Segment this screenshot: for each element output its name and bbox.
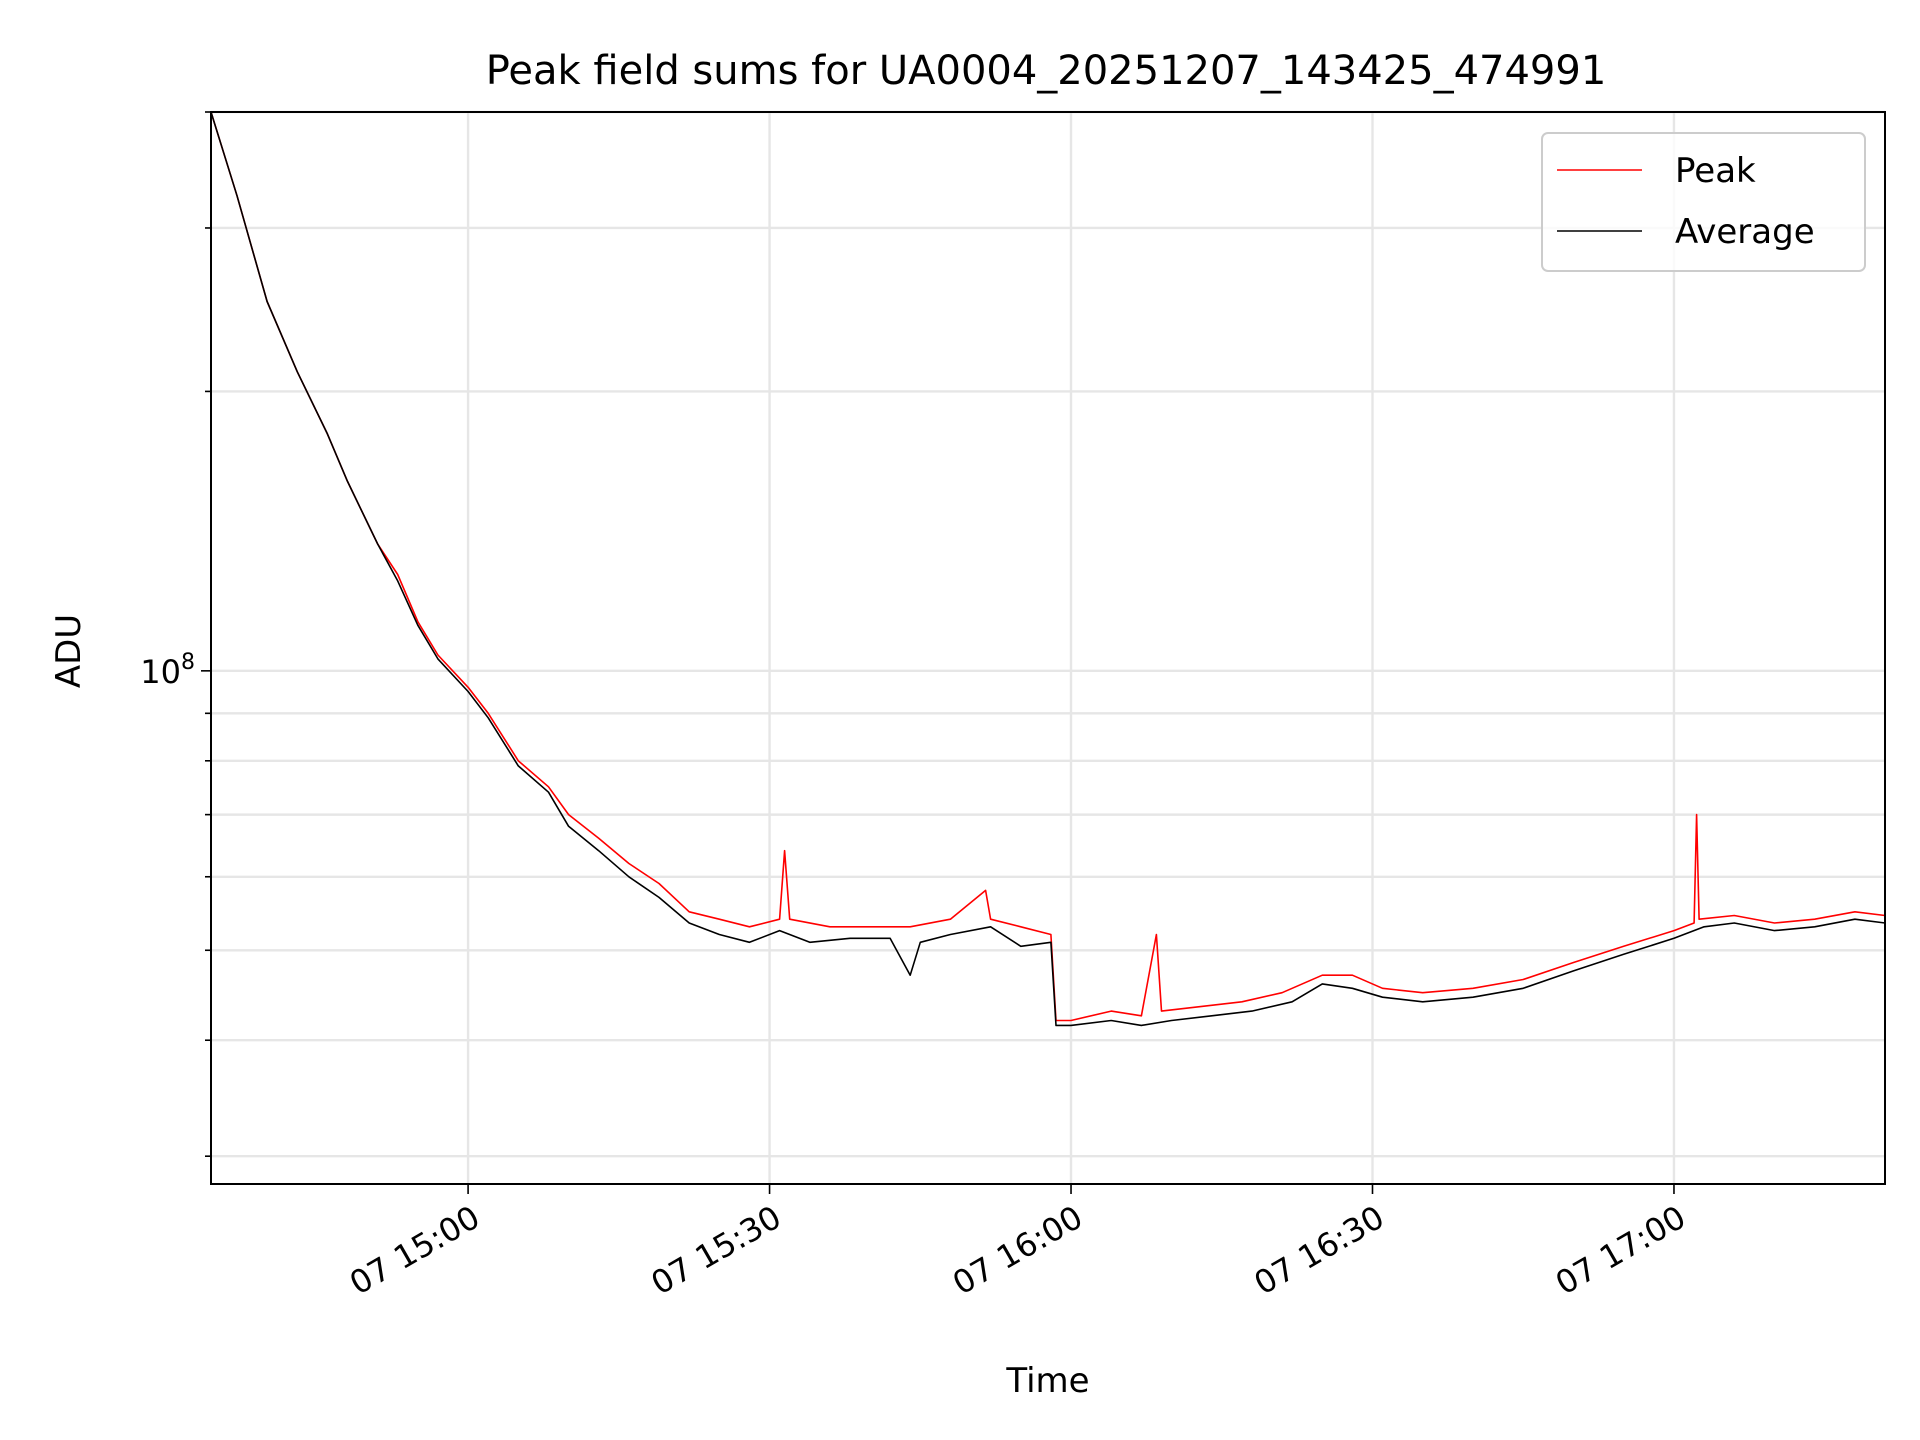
legend-label-average: Average	[1675, 212, 1815, 252]
legend-box	[1541, 132, 1866, 272]
chart-title: Peak field sums for UA0004_20251207_1434…	[486, 48, 1607, 94]
y-tick-label: 108	[140, 650, 195, 691]
x-axis-label: Time	[1005, 1361, 1089, 1401]
series-line-peak	[210, 111, 1886, 1022]
plot-frame	[210, 111, 1886, 1185]
series	[210, 111, 1886, 1027]
y-axis-label: ADU	[49, 614, 89, 688]
series-line-average	[210, 111, 1886, 1027]
legend: Peak Average	[1541, 132, 1866, 272]
legend-label-peak: Peak	[1675, 151, 1756, 191]
